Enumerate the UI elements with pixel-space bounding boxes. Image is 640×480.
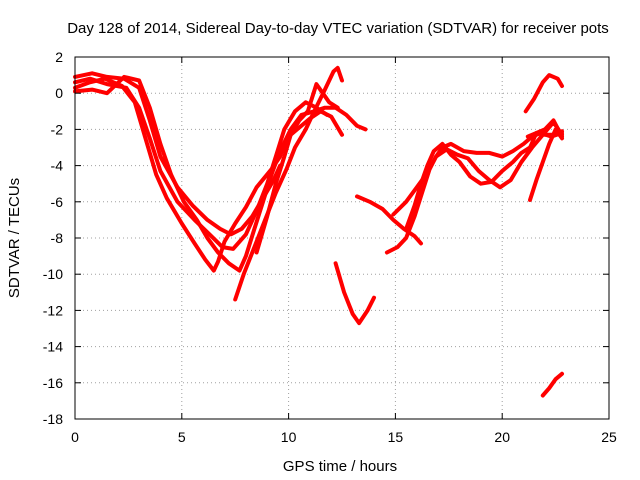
series-track-7 [333,261,376,326]
y-tick-label: -4 [51,158,64,174]
x-tick-label: 10 [281,429,297,445]
chart-title: Day 128 of 2014, Sidereal Day-to-day VTE… [67,20,609,37]
x-tick-label: 15 [388,429,404,445]
y-tick-label: -10 [43,266,63,282]
series-track-13 [528,127,564,202]
x-axis-label: GPS time / hours [283,458,397,475]
series-track-3 [73,76,344,273]
y-tick-label: -6 [51,194,64,210]
series-track-6 [254,82,340,255]
x-tick-label: 20 [494,429,510,445]
y-tick-label: 2 [55,49,63,65]
series-track-4 [73,74,368,273]
y-tick-label: -8 [51,230,64,246]
series-track-5 [233,65,344,302]
y-tick-label: -2 [51,121,64,137]
x-tick-label: 0 [71,429,79,445]
y-tick-label: -12 [43,302,63,318]
y-tick-label: -16 [43,375,63,391]
y-tick-label: -14 [43,339,63,355]
series-track-15 [540,371,564,398]
x-tick-label: 25 [601,429,617,445]
series-track-14 [523,73,564,114]
y-tick-label: 0 [55,85,63,101]
y-tick-label: -18 [43,411,63,427]
x-tick-label: 5 [178,429,186,445]
series-track-8 [355,194,423,246]
data-series [73,65,564,398]
y-axis-label: SDTVAR / TECUs [6,178,23,298]
